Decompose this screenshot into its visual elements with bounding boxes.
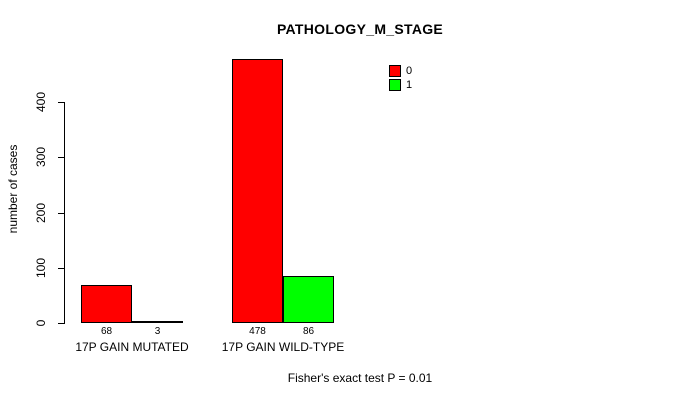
x-axis-category-label: 17P GAIN WILD-TYPE (221, 340, 345, 354)
y-tick-label: 100 (34, 257, 48, 279)
bar-0 (81, 285, 132, 323)
annotation-text: Fisher's exact test P = 0.01 (287, 371, 433, 385)
bar-value-label: 3 (154, 326, 161, 337)
bar-value-label: 68 (100, 326, 113, 337)
legend-label: 1 (406, 79, 413, 91)
bar-value-label: 478 (249, 326, 266, 337)
legend-swatch-1 (389, 79, 401, 91)
y-axis-label: number of cases (6, 144, 20, 234)
y-tick-label: 300 (34, 146, 48, 168)
bar-value-label: 86 (302, 326, 315, 337)
chart-title: PATHOLOGY_M_STAGE (276, 21, 444, 37)
bar-1 (132, 321, 183, 323)
y-axis-line (64, 102, 65, 323)
y-tick-mark (58, 213, 65, 214)
y-tick-label: 400 (34, 91, 48, 113)
y-tick-label: 0 (34, 319, 48, 327)
legend-label: 0 (406, 65, 413, 77)
y-tick-mark (58, 157, 65, 158)
legend-swatch-0 (389, 65, 401, 77)
x-axis-category-label: 17P GAIN MUTATED (75, 340, 189, 354)
bar-0 (232, 59, 283, 323)
y-tick-label: 200 (34, 202, 48, 224)
y-tick-mark (58, 268, 65, 269)
bar-1 (283, 276, 334, 323)
y-tick-mark (58, 102, 65, 103)
y-tick-mark (58, 323, 65, 324)
